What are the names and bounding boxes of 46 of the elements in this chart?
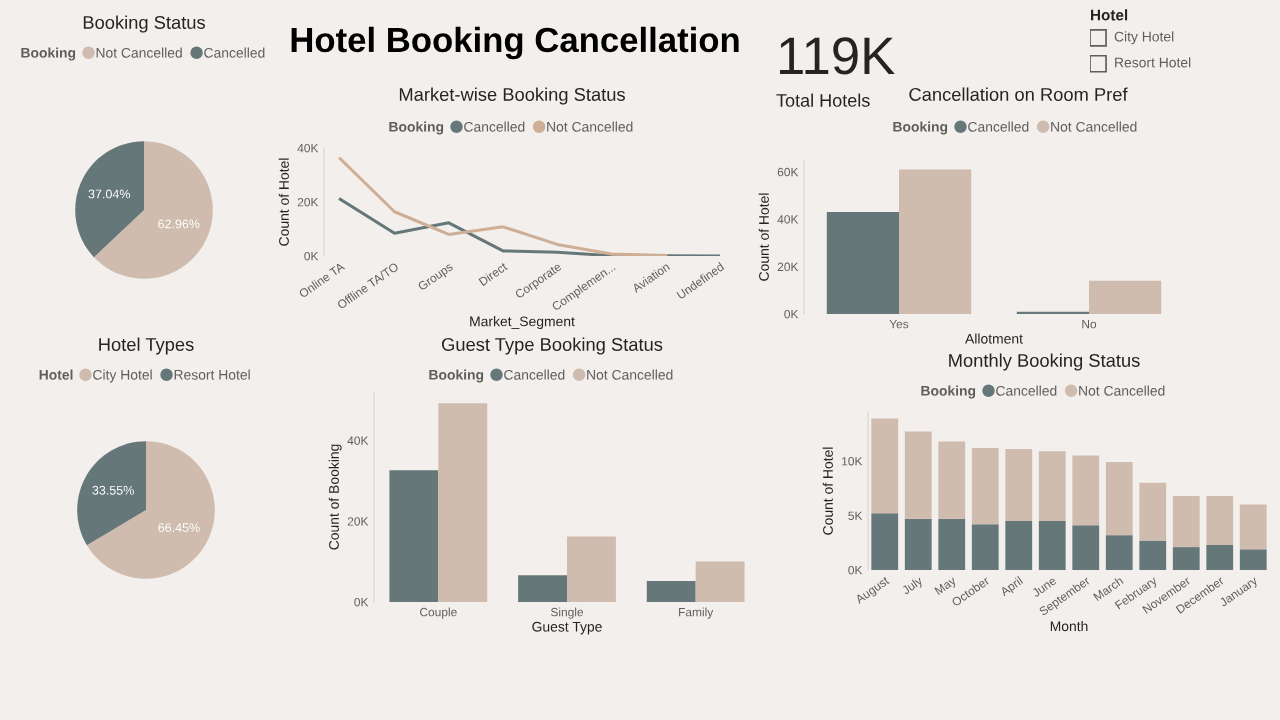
bar (826, 212, 899, 314)
bar (646, 581, 696, 602)
line-series (338, 157, 668, 256)
bar (904, 431, 932, 519)
bar (1139, 482, 1167, 541)
text: Hotel Booking Cancellation (291, 26, 739, 60)
bar (1105, 535, 1133, 570)
bar (695, 561, 745, 602)
chart-title: Monthly Booking Status (949, 353, 1140, 371)
chart-title: Guest Type Booking Status (442, 337, 663, 355)
bar (1172, 547, 1200, 570)
bar (938, 441, 966, 519)
chart-title: Booking Status (83, 15, 205, 33)
bar (1072, 525, 1100, 570)
chart-title: Hotel Types (99, 337, 194, 355)
bar (971, 447, 999, 525)
bar (899, 169, 972, 314)
bar (1172, 495, 1200, 548)
bar (871, 513, 899, 570)
bar (1038, 520, 1066, 570)
bar (518, 575, 567, 602)
bar (1005, 449, 1033, 521)
bar (871, 418, 899, 514)
bar (904, 518, 932, 570)
bar (1239, 549, 1267, 570)
bar (1139, 540, 1167, 570)
bar (1239, 504, 1267, 550)
bar (567, 536, 616, 602)
pie-slice (77, 441, 146, 546)
chart-title: Market-wise Booking Status (399, 87, 625, 105)
bar (1206, 495, 1234, 545)
bar (1072, 455, 1100, 526)
text: Total Hotels (776, 93, 870, 107)
pie-slice (75, 141, 144, 258)
bar (438, 403, 488, 602)
bar (1206, 544, 1234, 570)
chart-title: Cancellation on Room Pref (909, 87, 1128, 101)
bar (389, 470, 439, 602)
bar (1105, 462, 1133, 536)
bar (1089, 280, 1162, 314)
bar (971, 524, 999, 570)
pie-slice (86, 441, 215, 579)
bar (938, 518, 966, 570)
text: 119K (780, 37, 895, 75)
bar (1038, 451, 1066, 521)
bar (1005, 520, 1033, 570)
